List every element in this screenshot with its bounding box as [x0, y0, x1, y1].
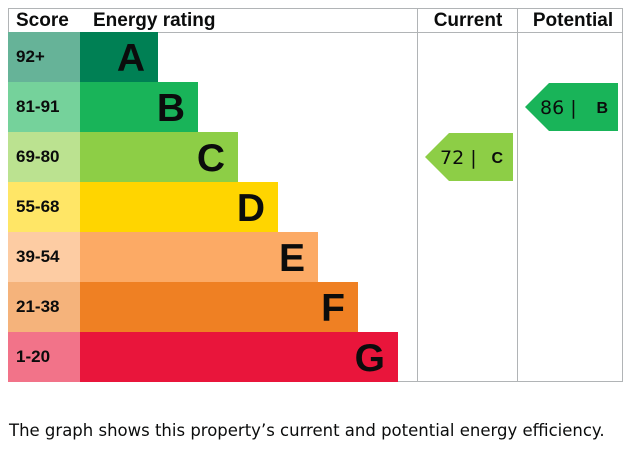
header-energy-rating: Energy rating: [93, 10, 215, 31]
chart-caption: The graph shows this property’s current …: [9, 421, 605, 440]
score-range-d: 55-68: [16, 197, 59, 216]
current-rating-band: C: [491, 150, 503, 167]
rating-markers: 72 | C 86 | B: [425, 83, 618, 181]
score-range-a: 92+: [16, 47, 45, 66]
potential-rating-arrow: [525, 83, 618, 131]
band-letter-c: C: [197, 137, 225, 180]
column-headers: Score Energy rating Current Potential: [16, 10, 613, 31]
score-cell-d: [8, 182, 80, 232]
band-letter-g: G: [355, 337, 385, 380]
score-cell-e: [8, 232, 80, 282]
current-rating-arrow: [425, 133, 513, 181]
header-potential: Potential: [533, 10, 613, 31]
band-bar-f: [80, 282, 358, 332]
rating-bands: 92+ A 81-91 B 69-80 C 55-68 D 39-54 E 21-38 F 1-20 G: [8, 32, 398, 382]
band-bar-g: [80, 332, 398, 382]
potential-rating-value: 86 |: [540, 97, 577, 119]
score-cell-b: [8, 82, 80, 132]
score-range-b: 81-91: [16, 97, 59, 116]
score-cell-c: [8, 132, 80, 182]
band-bar-c: [80, 132, 238, 182]
header-score: Score: [16, 10, 69, 31]
energy-rating-chart: 92+ A81-91 B69-80 C55-68 D39-54 E21-38 F1-20 G …: [8, 8, 623, 382]
band-letter-b: B: [157, 87, 185, 130]
score-cell-g: [8, 332, 80, 382]
band-bar-d: [80, 182, 278, 232]
score-range-c: 69-80: [16, 147, 59, 166]
score-cell-a: [8, 32, 80, 82]
band-letter-e: E: [279, 237, 305, 280]
score-range-f: 21-38: [16, 297, 59, 316]
header-current: Current: [434, 10, 503, 31]
score-cell-f: [8, 282, 80, 332]
band-bar-e: [80, 232, 318, 282]
score-range-g: 1-20: [16, 347, 50, 366]
current-rating-value: 72 |: [440, 147, 477, 169]
band-bar-b: [80, 82, 198, 132]
score-range-e: 39-54: [16, 247, 60, 266]
band-letter-d: D: [237, 187, 265, 230]
band-letter-f: F: [321, 287, 345, 330]
band-bar-a: [80, 32, 158, 82]
band-letter-a: A: [117, 37, 145, 80]
potential-rating-band: B: [596, 100, 608, 117]
